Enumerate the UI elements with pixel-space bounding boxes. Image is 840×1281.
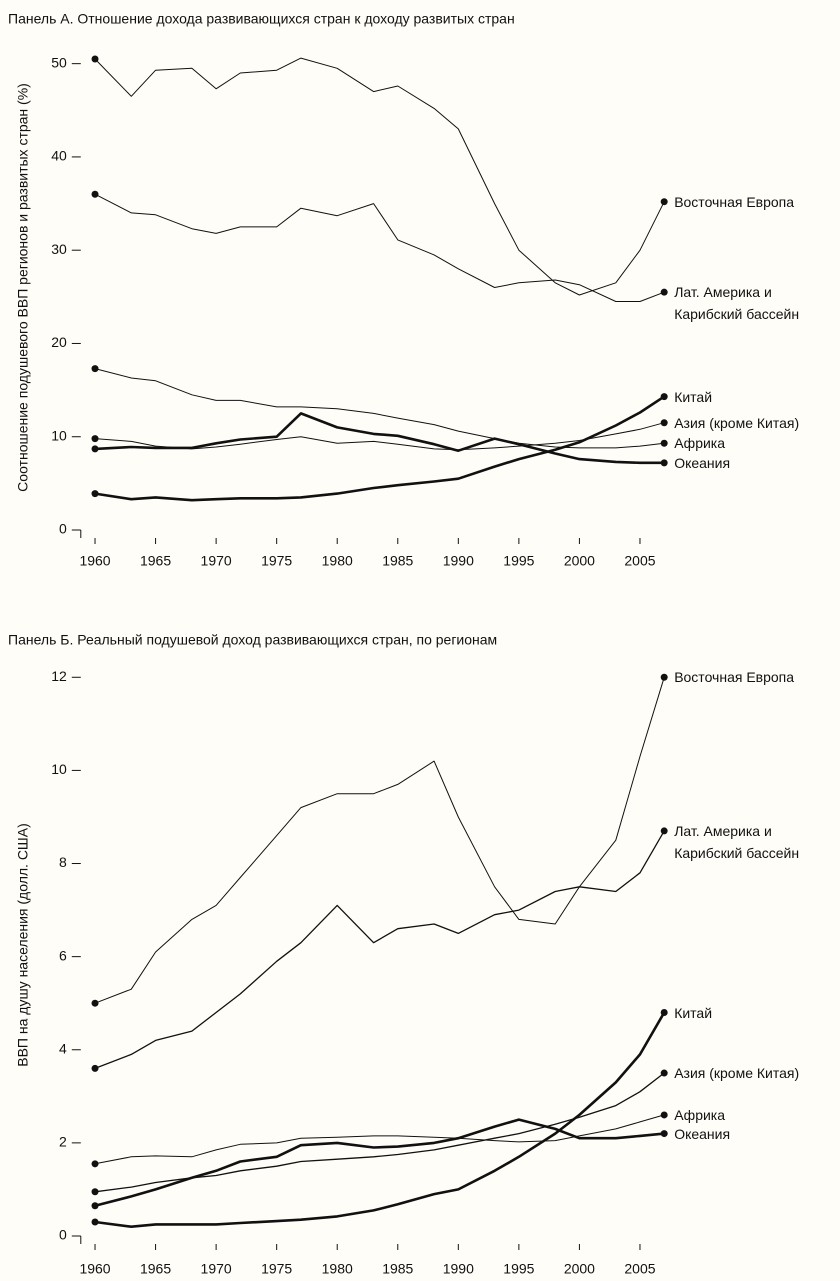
x-tick-label: 1970: [201, 1261, 232, 1277]
x-tick-label: 1985: [382, 553, 413, 569]
end-marker: [91, 999, 99, 1007]
end-marker: [91, 365, 99, 373]
y-tick-label: 8: [59, 854, 67, 870]
series-line: [94, 677, 665, 1004]
y-tick-label: 2: [59, 1134, 67, 1150]
series-label: Восточная Европа: [674, 669, 795, 686]
y-tick-label: 20: [51, 334, 67, 350]
end-marker: [91, 445, 99, 453]
y-tick-label: 50: [51, 54, 67, 70]
x-tick-label: 1980: [322, 1261, 353, 1277]
x-tick-label: 1965: [140, 1261, 171, 1277]
end-marker: [660, 827, 668, 835]
series-label: Китай: [674, 388, 713, 405]
y-tick-label: 0: [59, 521, 67, 537]
series-label: Восточная Европа: [674, 193, 795, 210]
end-marker: [91, 1202, 99, 1210]
x-tick-label: 1970: [201, 553, 232, 569]
series-label: Азия (кроме Китая): [674, 1065, 800, 1082]
series-line: [94, 412, 665, 465]
series-line: [94, 395, 665, 502]
end-marker: [660, 673, 668, 681]
end-marker: [91, 435, 99, 443]
x-tick-label: 1975: [261, 553, 292, 569]
end-marker: [660, 198, 668, 206]
end-marker: [91, 1160, 99, 1168]
series-line: [94, 422, 665, 451]
y-tick-label: 12: [51, 668, 67, 684]
series-line: [94, 193, 665, 302]
x-tick-label: 2005: [624, 553, 655, 569]
series-line: [94, 1072, 665, 1193]
y-tick-label: 0: [59, 1227, 67, 1243]
y-axis-label: Соотношение подушевого ВВП регионов и ра…: [15, 83, 31, 492]
series-label: Африка: [674, 435, 726, 452]
series-line: [94, 1118, 665, 1207]
end-marker: [91, 1188, 99, 1196]
series-line: [94, 368, 665, 449]
end-marker: [660, 1130, 668, 1138]
end-marker: [660, 419, 668, 427]
series-label: Океания: [674, 1125, 731, 1142]
x-tick-label: 1995: [503, 1261, 534, 1277]
chart-title: Панель Б. Реальный подушевой доход разви…: [8, 632, 497, 648]
series-label: Азия (кроме Китая): [674, 414, 800, 431]
x-tick-label: 2005: [624, 1261, 655, 1277]
y-tick-label: 10: [51, 761, 67, 777]
end-marker: [660, 1111, 668, 1119]
series-label: Африка: [674, 1106, 726, 1123]
x-tick-label: 1985: [382, 1261, 413, 1277]
end-marker: [91, 490, 99, 498]
end-marker: [91, 55, 99, 63]
end-marker: [91, 1064, 99, 1072]
end-marker: [660, 393, 668, 401]
x-tick-label: 1975: [261, 1261, 292, 1277]
x-tick-label: 1965: [140, 553, 171, 569]
end-marker: [660, 288, 668, 296]
x-tick-label: 1980: [322, 553, 353, 569]
x-tick-label: 1960: [79, 1261, 110, 1277]
x-tick-label: 2000: [564, 553, 595, 569]
end-marker: [91, 1218, 99, 1226]
y-tick-label: 4: [59, 1040, 67, 1056]
y-tick-label: 40: [51, 148, 67, 164]
series-label: Океания: [674, 454, 731, 471]
series-line: [94, 1011, 666, 1228]
x-tick-label: 1990: [443, 1261, 474, 1277]
end-marker: [660, 459, 668, 467]
x-tick-label: 2000: [564, 1261, 595, 1277]
series-line: [94, 830, 665, 1070]
series-label: Китай: [674, 1004, 713, 1021]
x-tick-label: 1995: [503, 553, 534, 569]
series-label: Лат. Америка и Карибский бассейн: [674, 822, 800, 861]
y-tick-label: 30: [51, 241, 67, 257]
end-marker: [660, 1009, 668, 1017]
y-axis-label: ВВП на душу населения (долл. США): [15, 823, 31, 1067]
x-tick-label: 1990: [443, 553, 474, 569]
end-marker: [660, 1069, 668, 1077]
end-marker: [660, 439, 668, 447]
y-tick-label: 6: [59, 947, 67, 963]
series-line: [94, 57, 665, 296]
chart-title: Панель А. Отношение дохода развивающихся…: [8, 11, 515, 27]
x-tick-label: 1960: [79, 553, 110, 569]
y-tick-label: 10: [51, 427, 67, 443]
series-label: Лат. Америка и Карибский бассейн: [674, 284, 800, 323]
end-marker: [91, 190, 99, 198]
